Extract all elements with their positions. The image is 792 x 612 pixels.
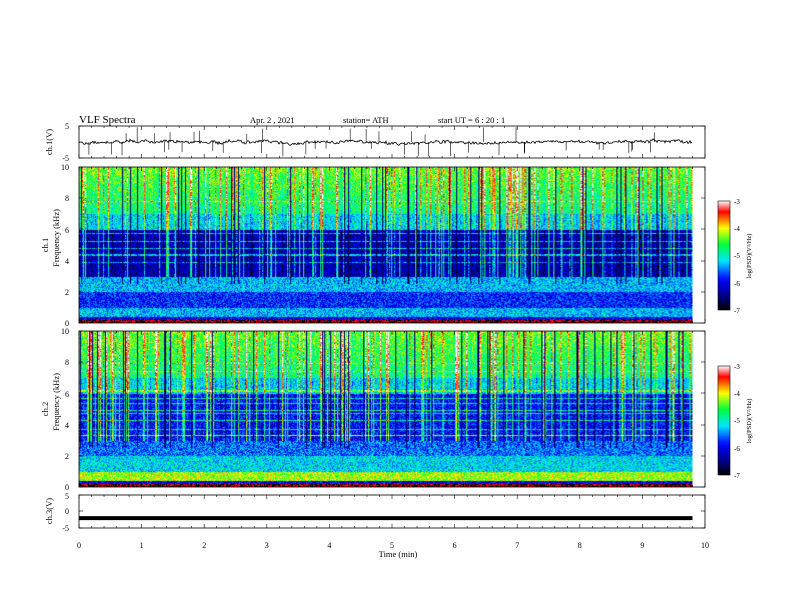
ch2-channel-label: ch.2 (40, 402, 50, 416)
ch1-colorbar-tick-m6: -6 (734, 280, 740, 288)
ch1-colorbar-tick-m3: -3 (734, 198, 740, 206)
ch1-waveform-trace (78, 138, 693, 146)
time-axis-tick-label: 6 (453, 541, 457, 550)
time-axis-tick-label: 8 (578, 541, 582, 550)
ch2-freq-tick-0: 0 (65, 483, 69, 492)
ch1-ytick-bottom: -5 (62, 154, 69, 163)
ch1-colorbar-tick-m4: -4 (734, 225, 740, 233)
time-axis-tick-label: 1 (140, 541, 144, 550)
ch2-spectrogram-image (79, 331, 693, 487)
ch1-freq-tick-4: 4 (65, 257, 69, 266)
ch1-colorbar: -3 -4 -5 -6 -7 log(PSD)(V²/Hz) (717, 198, 753, 315)
ch3-waveform-ticks (78, 494, 706, 529)
ch1-colorbar-gradient (717, 200, 731, 311)
ch1-channel-label: ch.1 (40, 238, 50, 252)
ch2-colorbar-gradient (717, 365, 731, 476)
station-label: station= ATH (343, 115, 389, 125)
time-axis-tick-label: 10 (701, 541, 709, 550)
ch2-colorbar-tick-m7: -7 (734, 472, 740, 480)
ch3-ytick-mid: 0 (65, 507, 69, 516)
ch1-ytick-top: 5 (65, 122, 69, 131)
start-time-label: start UT = 6 : 20 : 1 (438, 115, 505, 125)
time-axis-tick-label: 0 (77, 541, 81, 550)
ch3-ytick-bottom: -5 (62, 524, 69, 533)
ch2-freq-tick-8: 8 (65, 358, 69, 367)
ch1-frequency-label: Frequency (kHz) (51, 209, 61, 267)
time-axis-tick-label: 9 (640, 541, 644, 550)
ch2-freq-tick-4: 4 (65, 421, 69, 430)
ch1-freq-tick-6: 6 (65, 226, 69, 235)
ch1-freq-tick-2: 2 (65, 288, 69, 297)
ch2-spectrogram-panel: 0 2 4 6 8 10 ch.2 Frequency (kHz) (40, 327, 706, 492)
ch1-freq-tick-10: 10 (61, 163, 69, 172)
ch2-colorbar-label: log(PSD)(V²/Hz) (746, 399, 753, 444)
ch1-waveform-ticks (78, 125, 706, 159)
ch1-colorbar-label: log(PSD)(V²/Hz) (746, 234, 753, 279)
ch2-colorbar-tick-m5: -5 (734, 417, 740, 425)
ch2-freq-tick-2: 2 (65, 452, 69, 461)
ch2-colorbar-tick-m6: -6 (734, 445, 740, 453)
time-axis-tick-label: 3 (265, 541, 269, 550)
figure-title: VLF Spectra (79, 114, 136, 126)
ch2-freq-tick-10: 10 (61, 327, 69, 336)
ch3-ytick-top: 5 (65, 492, 69, 501)
time-axis-tick-labels: 0 1 2 3 4 5 6 7 8 9 10 (77, 541, 709, 550)
ch2-colorbar: -3 -4 -5 -6 -7 log(PSD)(V²/Hz) (717, 363, 753, 480)
ch1-waveform-spikes (88, 127, 655, 157)
ch1-spectrogram-panel: 0 2 4 6 8 10 ch.1 Frequency (kHz) (40, 163, 706, 328)
date-label: Apr. 2 , 2021 (250, 115, 295, 125)
ch2-spectrogram-ticks (78, 330, 706, 488)
ch2-freq-tick-6: 6 (65, 390, 69, 399)
ch3-ylabel: ch.3(V) (44, 498, 54, 524)
ch2-colorbar-tick-m3: -3 (734, 363, 740, 371)
ch1-freq-tick-8: 8 (65, 194, 69, 203)
ch1-spectrogram-ticks (78, 166, 706, 324)
ch1-colorbar-tick-m7: -7 (734, 307, 740, 315)
ch1-waveform-panel: 5 -5 ch.1(V) (44, 122, 706, 163)
ch1-freq-tick-0: 0 (65, 319, 69, 328)
time-axis-tick-label: 5 (390, 541, 394, 550)
time-axis-tick-label: 4 (327, 541, 331, 550)
ch2-colorbar-tick-m4: -4 (734, 390, 740, 398)
ch1-colorbar-tick-m5: -5 (734, 252, 740, 260)
time-axis-tick-label: 2 (202, 541, 206, 550)
ch2-frequency-label: Frequency (kHz) (51, 373, 61, 431)
ch1-spectrogram-image (79, 167, 693, 323)
ch1-ylabel: ch.1(V) (44, 129, 54, 155)
time-axis-label: Time (min) (379, 549, 418, 559)
ch3-waveform-panel: 5 0 -5 ch.3(V) (44, 492, 706, 533)
time-axis-tick-label: 7 (515, 541, 519, 550)
